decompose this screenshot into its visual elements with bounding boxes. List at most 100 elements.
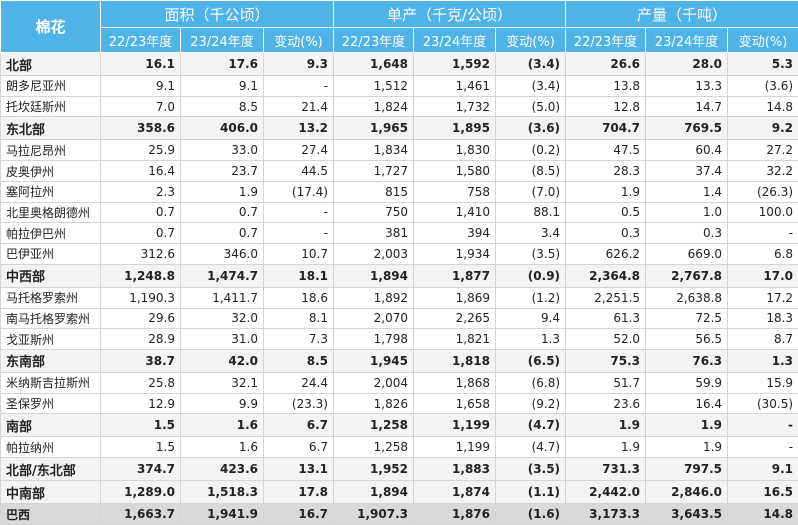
cell-value: 1,876 [413, 503, 496, 525]
cell-value: 1,892 [333, 286, 414, 309]
cell-value: 3.4 [494, 222, 567, 245]
table-row: 皮奥伊州 16.4 23.7 44.5 1,727 1,580 (8.5) 28.3 37.4 3… [0, 160, 798, 182]
cell-value: 23.7 [180, 160, 264, 182]
cell-value: 8.7 [727, 328, 798, 350]
cell-value: - [263, 201, 334, 224]
region-name: 巴伊亚州 [0, 243, 101, 265]
cell-value: 1.9 [565, 413, 647, 438]
cell-value: 59.9 [645, 371, 729, 394]
cell-value: 0.7 [180, 201, 264, 224]
cell-value: 1.0 [645, 201, 729, 224]
cell-value: 7.0 [100, 95, 181, 118]
cell-value: 0.7 [180, 222, 264, 245]
table-row: 北部 16.1 17.6 9.3 1,648 1,592 (3.4) 26.6 28.0 5.3 [0, 51, 798, 77]
cell-value: 6.7 [263, 436, 334, 459]
cell-value: 1,663.7 [100, 503, 181, 525]
cell-value: 24.4 [263, 371, 334, 394]
table-row: 帕拉伊巴州 0.7 0.7-381 394 3.4 0.3 0.3- [0, 222, 798, 245]
cell-value: (0.2) [494, 139, 567, 162]
cell-value: 2,265 [413, 307, 496, 330]
table-row: 南部 1.5 1.6 6.7 1,258 1,199 (4.7) 1.9 1.9- [0, 413, 798, 438]
cell-value: 731.3 [565, 457, 647, 482]
cell-value: 2,004 [333, 371, 414, 394]
table-row: 朗多尼亚州 9.1 9.1-1,512 1,461 (3.4) 13.8 13.3 (3.6) [0, 75, 798, 97]
cell-value: 9.1 [727, 457, 798, 482]
table-row: 帕拉纳州 1.5 1.6 6.7 1,258 1,199 (4.7) 1.9 1.9- [0, 436, 798, 459]
table-row: 中南部 1,289.0 1,518.3 17.8 1,894 1,874 (1.1) 2,44… [0, 480, 798, 505]
cell-value: 32.1 [180, 371, 264, 394]
cell-value: 52.0 [565, 328, 647, 350]
cell-value: 42.0 [180, 348, 264, 373]
cell-value: 0.5 [565, 201, 647, 224]
cell-value: 13.2 [263, 116, 334, 141]
cell-value: 12.8 [565, 95, 647, 118]
cell-value: 32.0 [180, 307, 264, 330]
cell-value: (8.5) [494, 160, 567, 182]
cell-value: 1,258 [333, 413, 414, 438]
region-name: 戈亚斯州 [0, 328, 101, 350]
sub-header-row: 22/23年度 23/24年度 变动(%) 22/23年度 23/24年度 变动(%) 22… [1, 27, 798, 53]
cell-value: 16.4 [100, 160, 181, 182]
cell-value: 16.7 [263, 503, 334, 525]
table-row: 马托格罗索州 1,190.3 1,411.7 18.6 1,892 1,869 (1.2) 2… [0, 286, 798, 309]
cell-value: 2,070 [333, 307, 414, 330]
cell-value: 17.2 [727, 286, 798, 309]
region-name: 托坎廷斯州 [0, 95, 101, 118]
region-name: 东南部 [0, 348, 101, 373]
table-row: 戈亚斯州 28.9 31.0 7.3 1,798 1,821 1.3 52.0 56.5 8.7 [0, 328, 798, 350]
cell-value: 8.5 [263, 348, 334, 373]
sub-header: 23/24年度 [645, 27, 729, 53]
cell-value: (4.7) [494, 436, 567, 459]
sub-header: 23/24年度 [413, 27, 496, 53]
sub-header: 变动(%) [263, 27, 334, 53]
table-row: 马拉尼昂州 25.9 33.0 27.4 1,834 1,830 (0.2) 47.5 60.4… [0, 139, 798, 162]
cell-value: 75.3 [565, 348, 647, 373]
cell-value: 1,945 [333, 348, 414, 373]
cell-value: (9.2) [494, 392, 567, 415]
region-name: 马托格罗索州 [0, 286, 101, 309]
cell-value: 2,364.8 [565, 263, 647, 288]
cell-value: (3.5) [494, 243, 567, 265]
cell-value: 8.1 [263, 307, 334, 330]
region-name: 皮奥伊州 [0, 160, 101, 182]
cell-value: 1.4 [645, 180, 729, 203]
cell-value: 28.0 [645, 51, 729, 77]
region-name: 北里奥格朗德州 [0, 201, 101, 224]
cell-value: 1.9 [565, 436, 647, 459]
cell-value: - [727, 413, 798, 438]
cell-value: 669.0 [645, 243, 729, 265]
cell-value: 16.4 [645, 392, 729, 415]
cell-value: 72.5 [645, 307, 729, 330]
table-row: 巴伊亚州 312.6 346.0 10.7 2,003 1,934 (3.5) 626.2 66… [0, 243, 798, 265]
cell-value: 1,883 [413, 457, 496, 482]
cell-value: 61.3 [565, 307, 647, 330]
table-row: 圣保罗州 12.9 9.9 (23.3) 1,826 1,658 (9.2) 23.6 16.4… [0, 392, 798, 415]
cell-value: 5.3 [727, 51, 798, 77]
sub-header: 22/23年度 [565, 27, 647, 53]
cell-value: 9.3 [263, 51, 334, 77]
cell-value: 381 [333, 222, 414, 245]
table-row: 米纳斯吉拉斯州 25.8 32.1 24.4 2,004 1,868 (6.8) 51.7 59… [0, 371, 798, 394]
cell-value: 1.9 [645, 436, 729, 459]
cell-value: 1,592 [413, 51, 496, 77]
cell-value: 2,767.8 [645, 263, 729, 288]
cell-value: 18.3 [727, 307, 798, 330]
sub-header: 22/23年度 [100, 27, 181, 53]
cell-value: 8.5 [180, 95, 264, 118]
region-name: 塞阿拉州 [0, 180, 101, 203]
cell-value: 16.5 [727, 480, 798, 505]
cell-value: 0.3 [565, 222, 647, 245]
cell-value: 346.0 [180, 243, 264, 265]
cell-value: 28.9 [100, 328, 181, 350]
cell-value: 1,258 [333, 436, 414, 459]
cell-value: 769.5 [645, 116, 729, 141]
region-name: 中西部 [0, 263, 101, 288]
cell-value: 6.8 [727, 243, 798, 265]
cell-value: 2.3 [100, 180, 181, 203]
cell-value: 37.4 [645, 160, 729, 182]
cell-value: 358.6 [100, 116, 181, 141]
cell-value: 17.6 [180, 51, 264, 77]
region-name: 马拉尼昂州 [0, 139, 101, 162]
cell-value: 27.4 [263, 139, 334, 162]
cell-value: 0.7 [100, 201, 181, 224]
